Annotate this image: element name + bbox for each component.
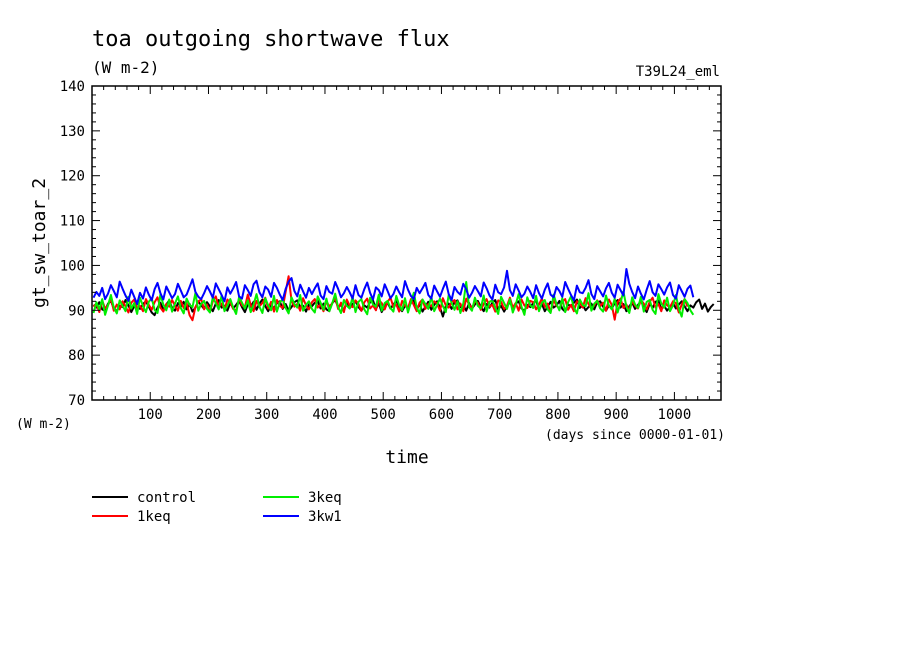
y-tick-label: 80	[68, 348, 85, 364]
x-tick-label: 900	[604, 407, 629, 423]
legend-label-control: control	[137, 490, 196, 506]
legend: control 1keq 3keq 3kw1	[92, 490, 342, 525]
x-tick-label: 700	[487, 407, 512, 423]
x-axis-ticks: 100 200 300 400 500 600 700 800 900 1000	[103, 86, 722, 423]
y-tick-label: 140	[60, 79, 85, 95]
x-tick-label: 500	[371, 407, 396, 423]
legend-label-3keq: 3keq	[308, 490, 342, 506]
legend-label-3kw1: 3kw1	[308, 509, 342, 525]
y-axis-units: (W m-2)	[16, 417, 71, 432]
x-tick-label: 1000	[658, 407, 692, 423]
y-tick-label: 100	[60, 258, 85, 274]
series-line-3kw1	[92, 268, 695, 305]
y-tick-label: 130	[60, 124, 85, 140]
y-axis-label: gt_sw_toar_2	[29, 178, 50, 308]
title-units: (W m-2)	[92, 58, 159, 77]
y-tick-label: 110	[60, 214, 85, 230]
y-tick-label: 120	[60, 169, 85, 185]
legend-label-1keq: 1keq	[137, 509, 171, 525]
chart-title: toa outgoing shortwave flux	[92, 27, 450, 52]
experiment-label: T39L24_eml	[636, 64, 720, 80]
x-tick-label: 300	[254, 407, 279, 423]
series-lines	[92, 268, 715, 322]
x-tick-label: 600	[429, 407, 454, 423]
x-tick-label: 400	[312, 407, 337, 423]
x-axis-label: time	[385, 447, 428, 468]
x-tick-label: 200	[196, 407, 221, 423]
x-tick-label: 100	[138, 407, 163, 423]
plot-frame	[91, 85, 722, 401]
x-tick-label: 800	[545, 407, 570, 423]
series-line-3keq	[92, 281, 695, 318]
y-axis-ticks: 70 80 90 100 110 120 130 140	[60, 79, 721, 409]
y-tick-label: 90	[68, 303, 85, 319]
y-tick-label: 70	[68, 393, 85, 409]
x-axis-units: (days since 0000-01-01)	[545, 428, 725, 443]
